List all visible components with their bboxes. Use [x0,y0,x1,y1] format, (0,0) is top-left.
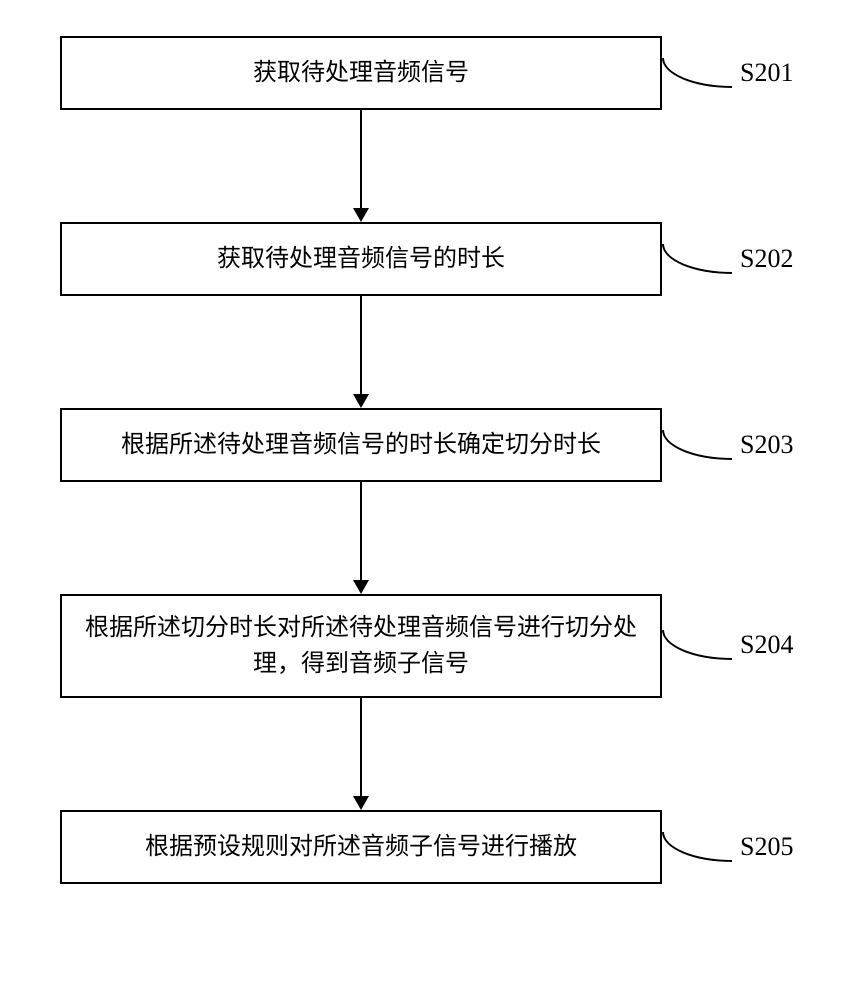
arrow-head-0 [353,208,369,222]
step-text-s204: 根据所述切分时长对所述待处理音频信号进行切分处理，得到音频子信号 [82,610,640,682]
step-box-s203: 根据所述待处理音频信号的时长确定切分时长 [60,408,662,482]
step-box-s205: 根据预设规则对所述音频子信号进行播放 [60,810,662,884]
arrow-head-1 [353,394,369,408]
step-text-s203: 根据所述待处理音频信号的时长确定切分时长 [121,427,601,463]
connector-s203 [662,430,732,460]
step-label-s204: S204 [740,630,793,660]
step-label-s203: S203 [740,430,793,460]
flowchart-canvas: 获取待处理音频信号 S201 获取待处理音频信号的时长 S202 根据所述待处理音频信号… [0,0,856,1000]
arrow-head-3 [353,796,369,810]
connector-s202 [662,244,732,274]
arrow-line-2 [360,482,362,580]
step-box-s201: 获取待处理音频信号 [60,36,662,110]
step-text-s201: 获取待处理音频信号 [253,55,469,91]
step-box-s204: 根据所述切分时长对所述待处理音频信号进行切分处理，得到音频子信号 [60,594,662,698]
arrow-line-3 [360,698,362,796]
arrow-line-0 [360,110,362,208]
step-box-s202: 获取待处理音频信号的时长 [60,222,662,296]
arrow-head-2 [353,580,369,594]
connector-s205 [662,832,732,862]
step-label-s202: S202 [740,244,793,274]
step-text-s202: 获取待处理音频信号的时长 [217,241,505,277]
step-text-s205: 根据预设规则对所述音频子信号进行播放 [145,829,577,865]
arrow-line-1 [360,296,362,394]
step-label-s201: S201 [740,58,793,88]
step-label-s205: S205 [740,832,793,862]
connector-s204 [662,630,732,660]
connector-s201 [662,58,732,88]
